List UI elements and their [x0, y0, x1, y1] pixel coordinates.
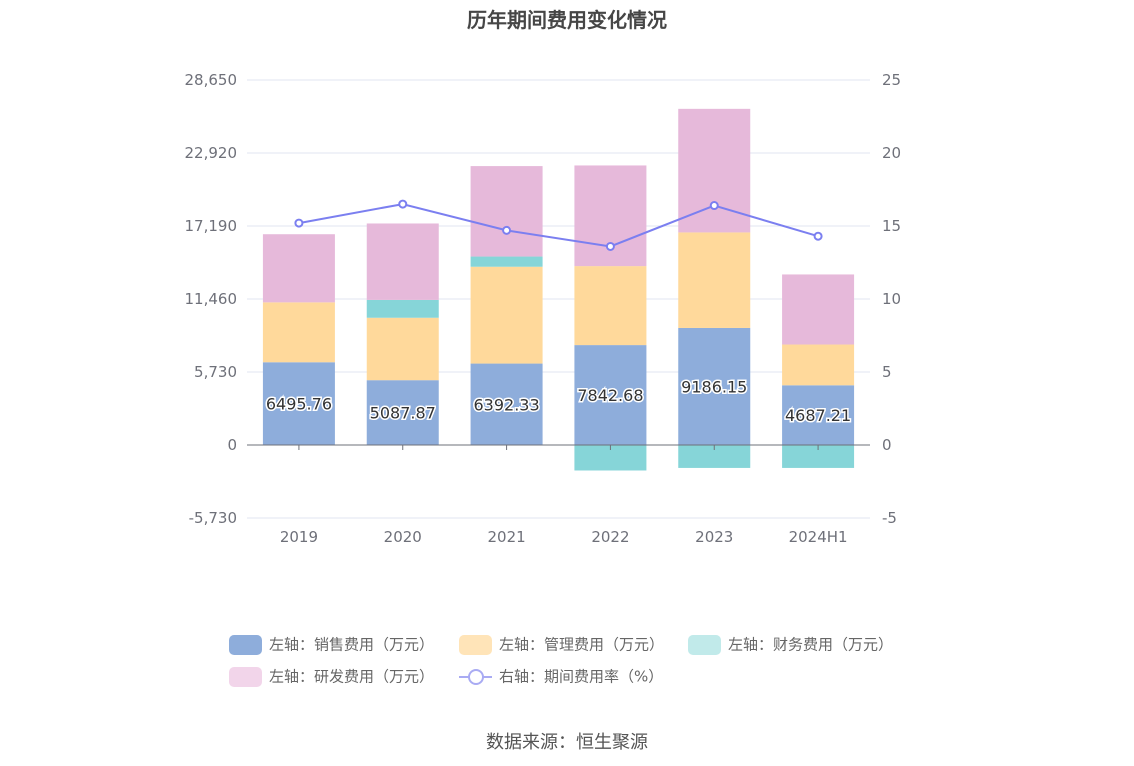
left-axis-tick-label: 0 [227, 436, 237, 454]
bar-segment [782, 344, 855, 386]
bar-segment [366, 223, 439, 300]
bar-segment [782, 274, 855, 345]
bar-data-label: 7842.68 [577, 386, 643, 405]
bar-segment [366, 299, 439, 318]
right-axis-tick-label: 15 [882, 217, 901, 235]
expense-ratio-point [709, 201, 719, 211]
expense-ratio-line [298, 203, 819, 248]
bar-data-label: 6392.33 [473, 395, 539, 414]
chart-plot: -5,730 0 5,730 11,460 17,190 22,920 28,650 -5 0 5… [185, 71, 902, 546]
right-axis-tick-label: 0 [882, 436, 892, 454]
bar-segment [366, 317, 439, 381]
bar-data-label: 4687.21 [785, 406, 851, 425]
x-axis-tick-label: 2024H1 [789, 528, 848, 546]
bar-segment [678, 232, 751, 328]
bar-segment [366, 380, 439, 445]
legend-label-sales: 左轴：销售费用（万元） [269, 635, 435, 654]
left-axis-tick-label: 22,920 [185, 144, 238, 162]
expense-ratio-point [813, 231, 823, 241]
legend-label-rnd: 左轴：研发费用（万元） [269, 667, 435, 686]
x-axis-tick-label: 2019 [280, 528, 318, 546]
legend-item-sales[interactable]: 左轴：销售费用（万元） [229, 632, 434, 656]
left-axis-tick-label: 17,190 [185, 217, 238, 235]
x-axis-tick-label: 2021 [487, 528, 525, 546]
bar-segment [678, 327, 751, 445]
bar-segment [782, 445, 855, 468]
bar-segment [262, 362, 335, 445]
bar-segment [262, 302, 335, 363]
x-axis-tick-label: 2020 [384, 528, 422, 546]
expense-ratio-point [605, 241, 615, 251]
bar-data-label: 9186.15 [681, 377, 747, 396]
left-axis-tick-label: -5,730 [189, 509, 237, 527]
bar-segment [574, 165, 647, 267]
x-axis-tick-label: 2022 [591, 528, 629, 546]
expense-ratio-point [398, 199, 408, 209]
bar-segment [262, 234, 335, 303]
data-source: 数据来源：恒生聚源 [486, 732, 648, 753]
legend-swatch-finance [688, 634, 721, 655]
left-axis-tick-label: 5,730 [194, 363, 237, 381]
legend-item-expense-ratio[interactable]: 右轴：期间费用率（%） [459, 664, 663, 688]
bar-segment [782, 385, 855, 445]
bar-segment [574, 266, 647, 346]
bar-segment [470, 363, 543, 445]
right-axis-tick-label: 20 [882, 144, 901, 162]
x-axis-tick-label: 2023 [695, 528, 733, 546]
left-axis-tick-label: 28,650 [185, 71, 238, 89]
right-axis-tick-label: 10 [882, 290, 901, 308]
bar-segment [574, 345, 647, 445]
bar-data-label: 5087.87 [370, 404, 436, 423]
right-axis-tick-label: 25 [882, 71, 901, 89]
right-axis-tick-label: 5 [882, 363, 892, 381]
legend-label-expense-ratio: 右轴：期间费用率（%） [499, 667, 664, 686]
expense-ratio-point [502, 225, 512, 235]
chart-title: 历年期间费用变化情况 [467, 8, 667, 32]
legend-label-admin: 左轴：管理费用（万元） [499, 635, 665, 654]
bar-segment [470, 166, 543, 257]
legend-item-admin[interactable]: 左轴：管理费用（万元） [459, 632, 664, 656]
bar-data-label: 6495.76 [266, 395, 332, 414]
bar-segment [470, 266, 543, 364]
legend-swatch-rnd [229, 666, 262, 687]
legend-item-rnd[interactable]: 左轴：研发费用（万元） [229, 664, 434, 688]
right-axis-tick-label: -5 [882, 509, 897, 527]
bar-segment [678, 445, 751, 468]
legend-swatch-admin [459, 634, 492, 655]
legend-swatch-sales [229, 634, 262, 655]
bar-segment [470, 256, 543, 267]
left-axis-tick-label: 11,460 [185, 290, 238, 308]
expense-ratio-point [294, 218, 304, 228]
legend-item-finance[interactable]: 左轴：财务费用（万元） [688, 632, 893, 656]
legend-line-marker [459, 667, 492, 687]
legend-label-finance: 左轴：财务费用（万元） [728, 635, 894, 654]
